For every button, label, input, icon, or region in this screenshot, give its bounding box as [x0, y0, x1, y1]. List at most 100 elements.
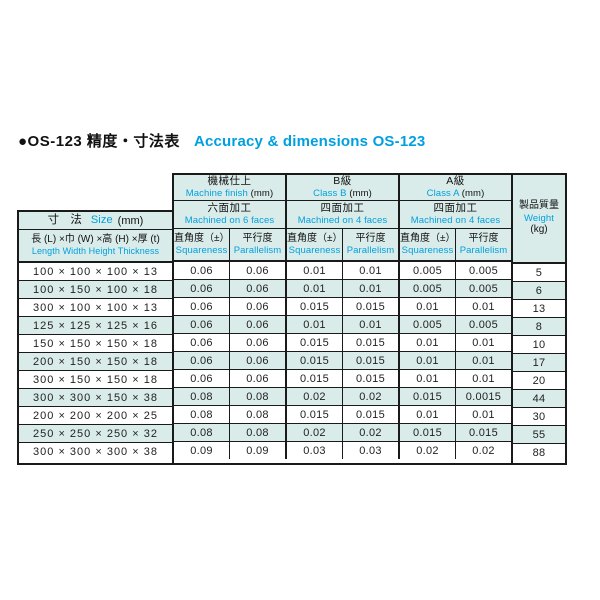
metrics-header-row: 直角度（±） Squareness 平行度 Parallelism 直角度（±） Sq…	[174, 229, 511, 262]
weight-row: 44	[513, 390, 565, 408]
value-cell: 0.08	[190, 408, 213, 421]
size-cell: 300 × 100 × 100 × 13	[33, 301, 158, 314]
value-cell: 0.01	[455, 334, 511, 351]
size-header-jp: 寸 法	[47, 214, 86, 227]
value-cell: 0.09	[190, 444, 213, 457]
value-cell: 0.015	[342, 352, 398, 369]
value-cell: 0.015	[342, 370, 398, 387]
size-cell: 200 × 150 × 150 × 18	[33, 355, 158, 368]
value-cell: 0.015	[342, 298, 398, 315]
weight-row: 8	[513, 318, 565, 336]
title-japanese: ●OS-123 精度・寸法表	[18, 133, 180, 150]
value-cell: 0.01	[455, 406, 511, 423]
value-cell: 0.005	[455, 316, 511, 333]
value-cell: 0.015	[285, 298, 342, 315]
value-cell: 0.01	[285, 316, 342, 333]
weight-header: 製品質量 Weight (kg)	[513, 175, 565, 264]
size-row: 200 × 200 × 200 × 25	[19, 407, 172, 425]
value-cell: 0.06	[190, 264, 213, 277]
squareness-header: 直角度（±） Squareness	[174, 232, 230, 257]
table-row: 0.08 0.08 0.02 0.02 0.015 0.015	[174, 424, 511, 442]
table-row: 0.08 0.08 0.02 0.02 0.015 0.0015	[174, 388, 511, 406]
parallelism-header: 平行度 Parallelism	[229, 229, 285, 260]
weight-row: 20	[513, 372, 565, 390]
size-row: 300 × 300 × 300 × 38	[19, 443, 172, 460]
value-cell: 0.01	[398, 352, 455, 369]
value-cell: 0.02	[398, 442, 455, 459]
size-formula-header: 長 (L) ×巾 (W) ×高 (H) ×厚 (t) Length Width …	[19, 230, 172, 263]
size-cell: 250 × 250 × 250 × 32	[33, 427, 158, 440]
size-header: 寸 法 Size (mm)	[19, 212, 172, 230]
value-cell: 0.02	[285, 388, 342, 405]
value-cell: 0.06	[229, 280, 285, 297]
table-row: 0.06 0.06 0.01 0.01 0.005 0.005	[174, 316, 511, 334]
value-cell: 0.02	[342, 424, 398, 441]
value-cell: 0.06	[190, 372, 213, 385]
table-row: 0.08 0.08 0.015 0.015 0.01 0.01	[174, 406, 511, 424]
value-cell: 0.02	[342, 388, 398, 405]
value-cell: 0.01	[398, 298, 455, 315]
weight-row: 88	[513, 444, 565, 461]
size-cell: 125 × 125 × 125 × 16	[33, 319, 158, 332]
table-row: 0.06 0.06 0.015 0.015 0.01 0.01	[174, 370, 511, 388]
value-cell: 0.005	[398, 280, 455, 297]
value-cell: 0.06	[190, 282, 213, 295]
weight-cell: 10	[532, 338, 546, 351]
size-row: 100 × 100 × 100 × 13	[19, 263, 172, 281]
value-cell: 0.015	[285, 334, 342, 351]
table-body: 0.06 0.06 0.01 0.01 0.005 0.005 0.06 0.06 0.01 0.…	[174, 262, 511, 459]
table-row: 0.06 0.06 0.015 0.015 0.01 0.01	[174, 298, 511, 316]
weight-row: 10	[513, 336, 565, 354]
class-header-row: 機械仕上 Machine finish (mm) B級 Class B (mm)…	[174, 175, 511, 201]
value-cell: 0.01	[342, 262, 398, 279]
size-cell: 150 × 150 × 150 × 18	[33, 337, 158, 350]
size-header-en: Size	[90, 213, 113, 226]
value-cell: 0.02	[455, 442, 511, 459]
weight-cell: 88	[532, 446, 546, 459]
value-cell: 0.01	[342, 280, 398, 297]
weight-cell: 55	[532, 428, 546, 441]
value-cell: 0.01	[455, 298, 511, 315]
table-row: 0.06 0.06 0.01 0.01 0.005 0.005	[174, 280, 511, 298]
weight-cell: 6	[535, 284, 543, 297]
class-header-machine-finish: 機械仕上 Machine finish (mm)	[185, 175, 274, 200]
faces-header-4-b: 四面加工 Machined on 4 faces	[285, 201, 398, 228]
page-title: ●OS-123 精度・寸法表 Accuracy & dimensions OS-1…	[18, 130, 425, 151]
value-cell: 0.015	[455, 424, 511, 441]
weight-cell: 5	[535, 266, 543, 279]
value-cell: 0.015	[285, 370, 342, 387]
class-header-class-b: B級 Class B (mm)	[285, 175, 398, 200]
class-header-class-a: A級 Class A (mm)	[398, 175, 511, 200]
value-cell: 0.01	[285, 280, 342, 297]
parallelism-header: 平行度 Parallelism	[455, 229, 511, 260]
value-cell: 0.06	[229, 262, 285, 279]
size-row: 300 × 300 × 150 × 38	[19, 389, 172, 407]
value-cell: 0.03	[342, 442, 398, 459]
value-cell: 0.005	[398, 316, 455, 333]
table-row: 0.06 0.06 0.01 0.01 0.005 0.005	[174, 262, 511, 280]
value-cell: 0.015	[398, 424, 455, 441]
weight-body: 5 6 13 8 10 17 20 44 30 55 88	[513, 264, 565, 461]
size-cell: 100 × 150 × 100 × 18	[33, 283, 158, 296]
weight-cell: 20	[532, 374, 546, 387]
size-body: 100 × 100 × 100 × 13 100 × 150 × 100 × 18…	[19, 263, 172, 460]
value-cell: 0.01	[398, 406, 455, 423]
size-formula-jp: 長 (L) ×巾 (W) ×高 (H) ×厚 (t)	[31, 233, 160, 245]
value-cell: 0.03	[285, 442, 342, 459]
size-cell: 300 × 300 × 300 × 38	[33, 445, 158, 458]
weight-row: 30	[513, 408, 565, 426]
weight-cell: 17	[532, 356, 546, 369]
precision-table: 機械仕上 Machine finish (mm) B級 Class B (mm)…	[172, 173, 513, 465]
size-formula-en: Length Width Height Thickness	[31, 246, 160, 257]
size-header-unit: (mm)	[117, 214, 144, 227]
weight-header-en: Weight	[524, 212, 554, 224]
value-cell: 0.0015	[455, 388, 511, 405]
value-cell: 0.06	[229, 352, 285, 369]
value-cell: 0.01	[285, 262, 342, 279]
weight-row: 17	[513, 354, 565, 372]
squareness-header: 直角度（±） Squareness	[285, 229, 343, 260]
faces-header-6: 六面加工 Machined on 6 faces	[184, 202, 275, 227]
squareness-header: 直角度（±） Squareness	[398, 229, 456, 260]
value-cell: 0.015	[285, 406, 342, 423]
